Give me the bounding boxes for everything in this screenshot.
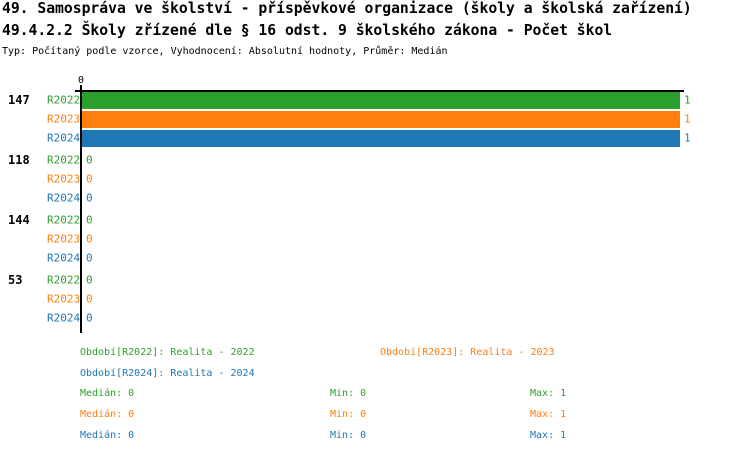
stat-min-R2024: Min: 0: [330, 430, 367, 441]
bar-value-label: 0: [86, 213, 93, 227]
legend-period-R2024: Období[R2024]: Realita - 2024: [80, 368, 255, 379]
series-row-label: R2022: [47, 93, 81, 107]
group-label: 147: [8, 93, 30, 107]
value-axis-tick-label: 0: [77, 75, 85, 86]
series-row-label: R2024: [47, 311, 81, 325]
bar-value-label: 0: [86, 232, 93, 246]
category-axis-line: [80, 85, 82, 333]
bar-value-label: 1: [684, 112, 691, 126]
stat-min-R2022: Min: 0: [330, 388, 367, 399]
legend-period-R2023: Období[R2023]: Realita - 2023: [380, 347, 555, 358]
stat-max-R2022: Max: 1: [530, 388, 567, 399]
stat-max-R2024: Max: 1: [530, 430, 567, 441]
stat-median-R2022: Medián: 0: [80, 388, 135, 399]
series-row-label: R2023: [47, 292, 81, 306]
report-meta-line: Typ: Počítaný podle vzorce, Vyhodnocení:…: [2, 46, 448, 57]
series-row-label: R2023: [47, 232, 81, 246]
report-title: 49. Samospráva ve školství - příspěvkové…: [2, 0, 692, 17]
series-row-label: R2022: [47, 273, 81, 287]
value-axis-line: [75, 90, 684, 92]
bar-value-label: 0: [86, 292, 93, 306]
series-row-label: R2022: [47, 153, 81, 167]
group-label: 144: [8, 213, 30, 227]
stat-min-R2023: Min: 0: [330, 409, 367, 420]
bar: [82, 91, 680, 109]
series-row-label: R2024: [47, 251, 81, 265]
bar-value-label: 0: [86, 251, 93, 265]
report-section-title: 49.4.2.2 Školy zřízené dle § 16 odst. 9 …: [2, 22, 613, 39]
series-row-label: R2023: [47, 172, 81, 186]
group-label: 118: [8, 153, 30, 167]
bar-value-label: 0: [86, 191, 93, 205]
series-row-label: R2024: [47, 131, 81, 145]
bar-value-label: 1: [684, 131, 691, 145]
series-row-label: R2024: [47, 191, 81, 205]
stat-median-R2023: Medián: 0: [80, 409, 135, 420]
stat-max-R2023: Max: 1: [530, 409, 567, 420]
bar: [82, 110, 680, 128]
legend-period-R2022: Období[R2022]: Realita - 2022: [80, 347, 255, 358]
series-row-label: R2023: [47, 112, 81, 126]
bar-value-label: 0: [86, 273, 93, 287]
bar-value-label: 0: [86, 153, 93, 167]
bar-value-label: 0: [86, 311, 93, 325]
bar: [82, 129, 680, 147]
series-row-label: R2022: [47, 213, 81, 227]
stat-median-R2024: Medián: 0: [80, 430, 135, 441]
bar-value-label: 1: [684, 93, 691, 107]
bar-value-label: 0: [86, 172, 93, 186]
group-label: 53: [8, 273, 23, 287]
